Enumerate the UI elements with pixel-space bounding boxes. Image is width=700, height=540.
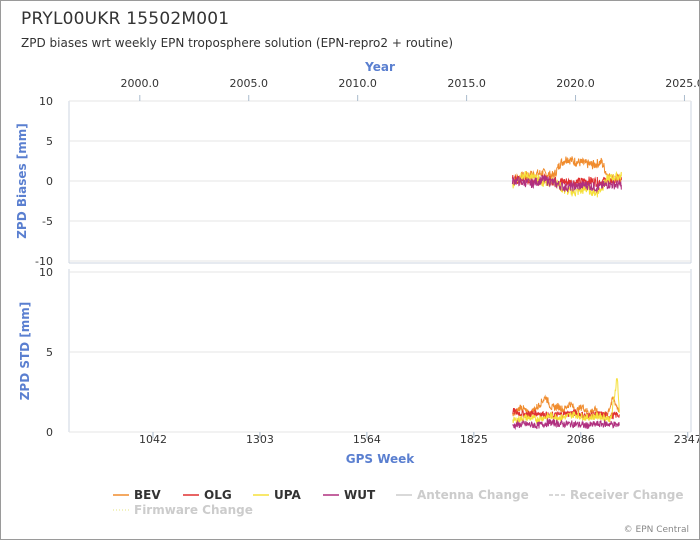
bottom-y-tick-label: 10 — [39, 266, 53, 279]
top-y-tick-label: 10 — [39, 95, 53, 108]
top-y-ticks: 10 5 0 -5 -10 — [35, 95, 53, 268]
credits-text: © EPN Central — [623, 525, 689, 535]
year-tick-label: 2005.0 — [229, 77, 268, 90]
top-y-tick-label: -5 — [42, 215, 53, 228]
chart-subtitle: ZPD biases wrt weekly EPN troposphere so… — [21, 36, 454, 50]
top-series-line-wut — [511, 175, 622, 194]
bottom-panel: 10 5 0 1042 1303 1564 1825 2086 2347 GPS Week Z… — [18, 266, 699, 466]
legend-item-wut[interactable]: WUT — [323, 488, 376, 502]
gps-week-tick-label: 2347 — [674, 433, 699, 446]
bottom-y-ticks: 10 5 0 — [39, 266, 53, 439]
legend-item-bev[interactable]: BEV — [113, 488, 161, 502]
legend-item-receiver-change[interactable]: Receiver Change — [549, 488, 684, 502]
legend-item-upa[interactable]: UPA — [253, 488, 301, 502]
year-ticks: 2000.0 2005.0 2010.0 2015.0 2020.0 2025.0 — [121, 77, 699, 101]
bottom-series-line-upa — [512, 378, 620, 425]
gps-week-tick-label: 1303 — [246, 433, 274, 446]
gps-week-tick-label: 1825 — [460, 433, 488, 446]
bottom-y-tick-label: 0 — [46, 426, 53, 439]
gps-week-tick-label: 2086 — [567, 433, 595, 446]
bottom-y-axis-title: ZPD STD [mm] — [18, 302, 32, 401]
top-y-tick-label: 5 — [46, 135, 53, 148]
year-tick-label: 2000.0 — [121, 77, 160, 90]
top-y-tick-label: -10 — [35, 255, 53, 268]
legend: BEV OLG UPA WUT Antenna Change Receiver Chang… — [113, 488, 684, 517]
legend-label: Antenna Change — [417, 488, 529, 502]
legend-item-antenna-change[interactable]: Antenna Change — [396, 488, 529, 502]
legend-label: Firmware Change — [134, 503, 253, 517]
year-tick-label: 2025.0 — [665, 77, 699, 90]
gps-week-tick-label: 1564 — [353, 433, 381, 446]
gps-week-tick-label: 1042 — [139, 433, 167, 446]
top-y-axis-title: ZPD Biases [mm] — [15, 123, 29, 239]
legend-item-firmware-change[interactable]: Firmware Change — [113, 503, 253, 517]
bottom-series-line-wut — [512, 417, 620, 431]
legend-label: BEV — [134, 488, 161, 502]
year-tick-label: 2015.0 — [447, 77, 486, 90]
top-series — [511, 156, 622, 198]
year-axis-title: Year — [364, 60, 395, 74]
top-panel: 10 5 0 -5 -10 2000.0 2005.0 2010.0 2015.0 2020.0… — [15, 60, 699, 268]
legend-label: Receiver Change — [570, 488, 684, 502]
bottom-series — [512, 378, 620, 431]
top-series-line-upa — [512, 170, 622, 198]
top-y-tick-label: 0 — [46, 175, 53, 188]
year-tick-label: 2010.0 — [338, 77, 377, 90]
legend-label: OLG — [204, 488, 232, 502]
chart-title: PRYL00UKR 15502M001 — [21, 9, 230, 29]
legend-item-olg[interactable]: OLG — [183, 488, 232, 502]
year-tick-label: 2020.0 — [556, 77, 595, 90]
legend-label: UPA — [274, 488, 301, 502]
bottom-y-tick-label: 5 — [46, 346, 53, 359]
bottom-grid — [69, 271, 691, 433]
legend-label: WUT — [344, 488, 376, 502]
gps-week-axis-title: GPS Week — [346, 452, 416, 466]
gps-week-ticks: 1042 1303 1564 1825 2086 2347 — [139, 432, 699, 446]
